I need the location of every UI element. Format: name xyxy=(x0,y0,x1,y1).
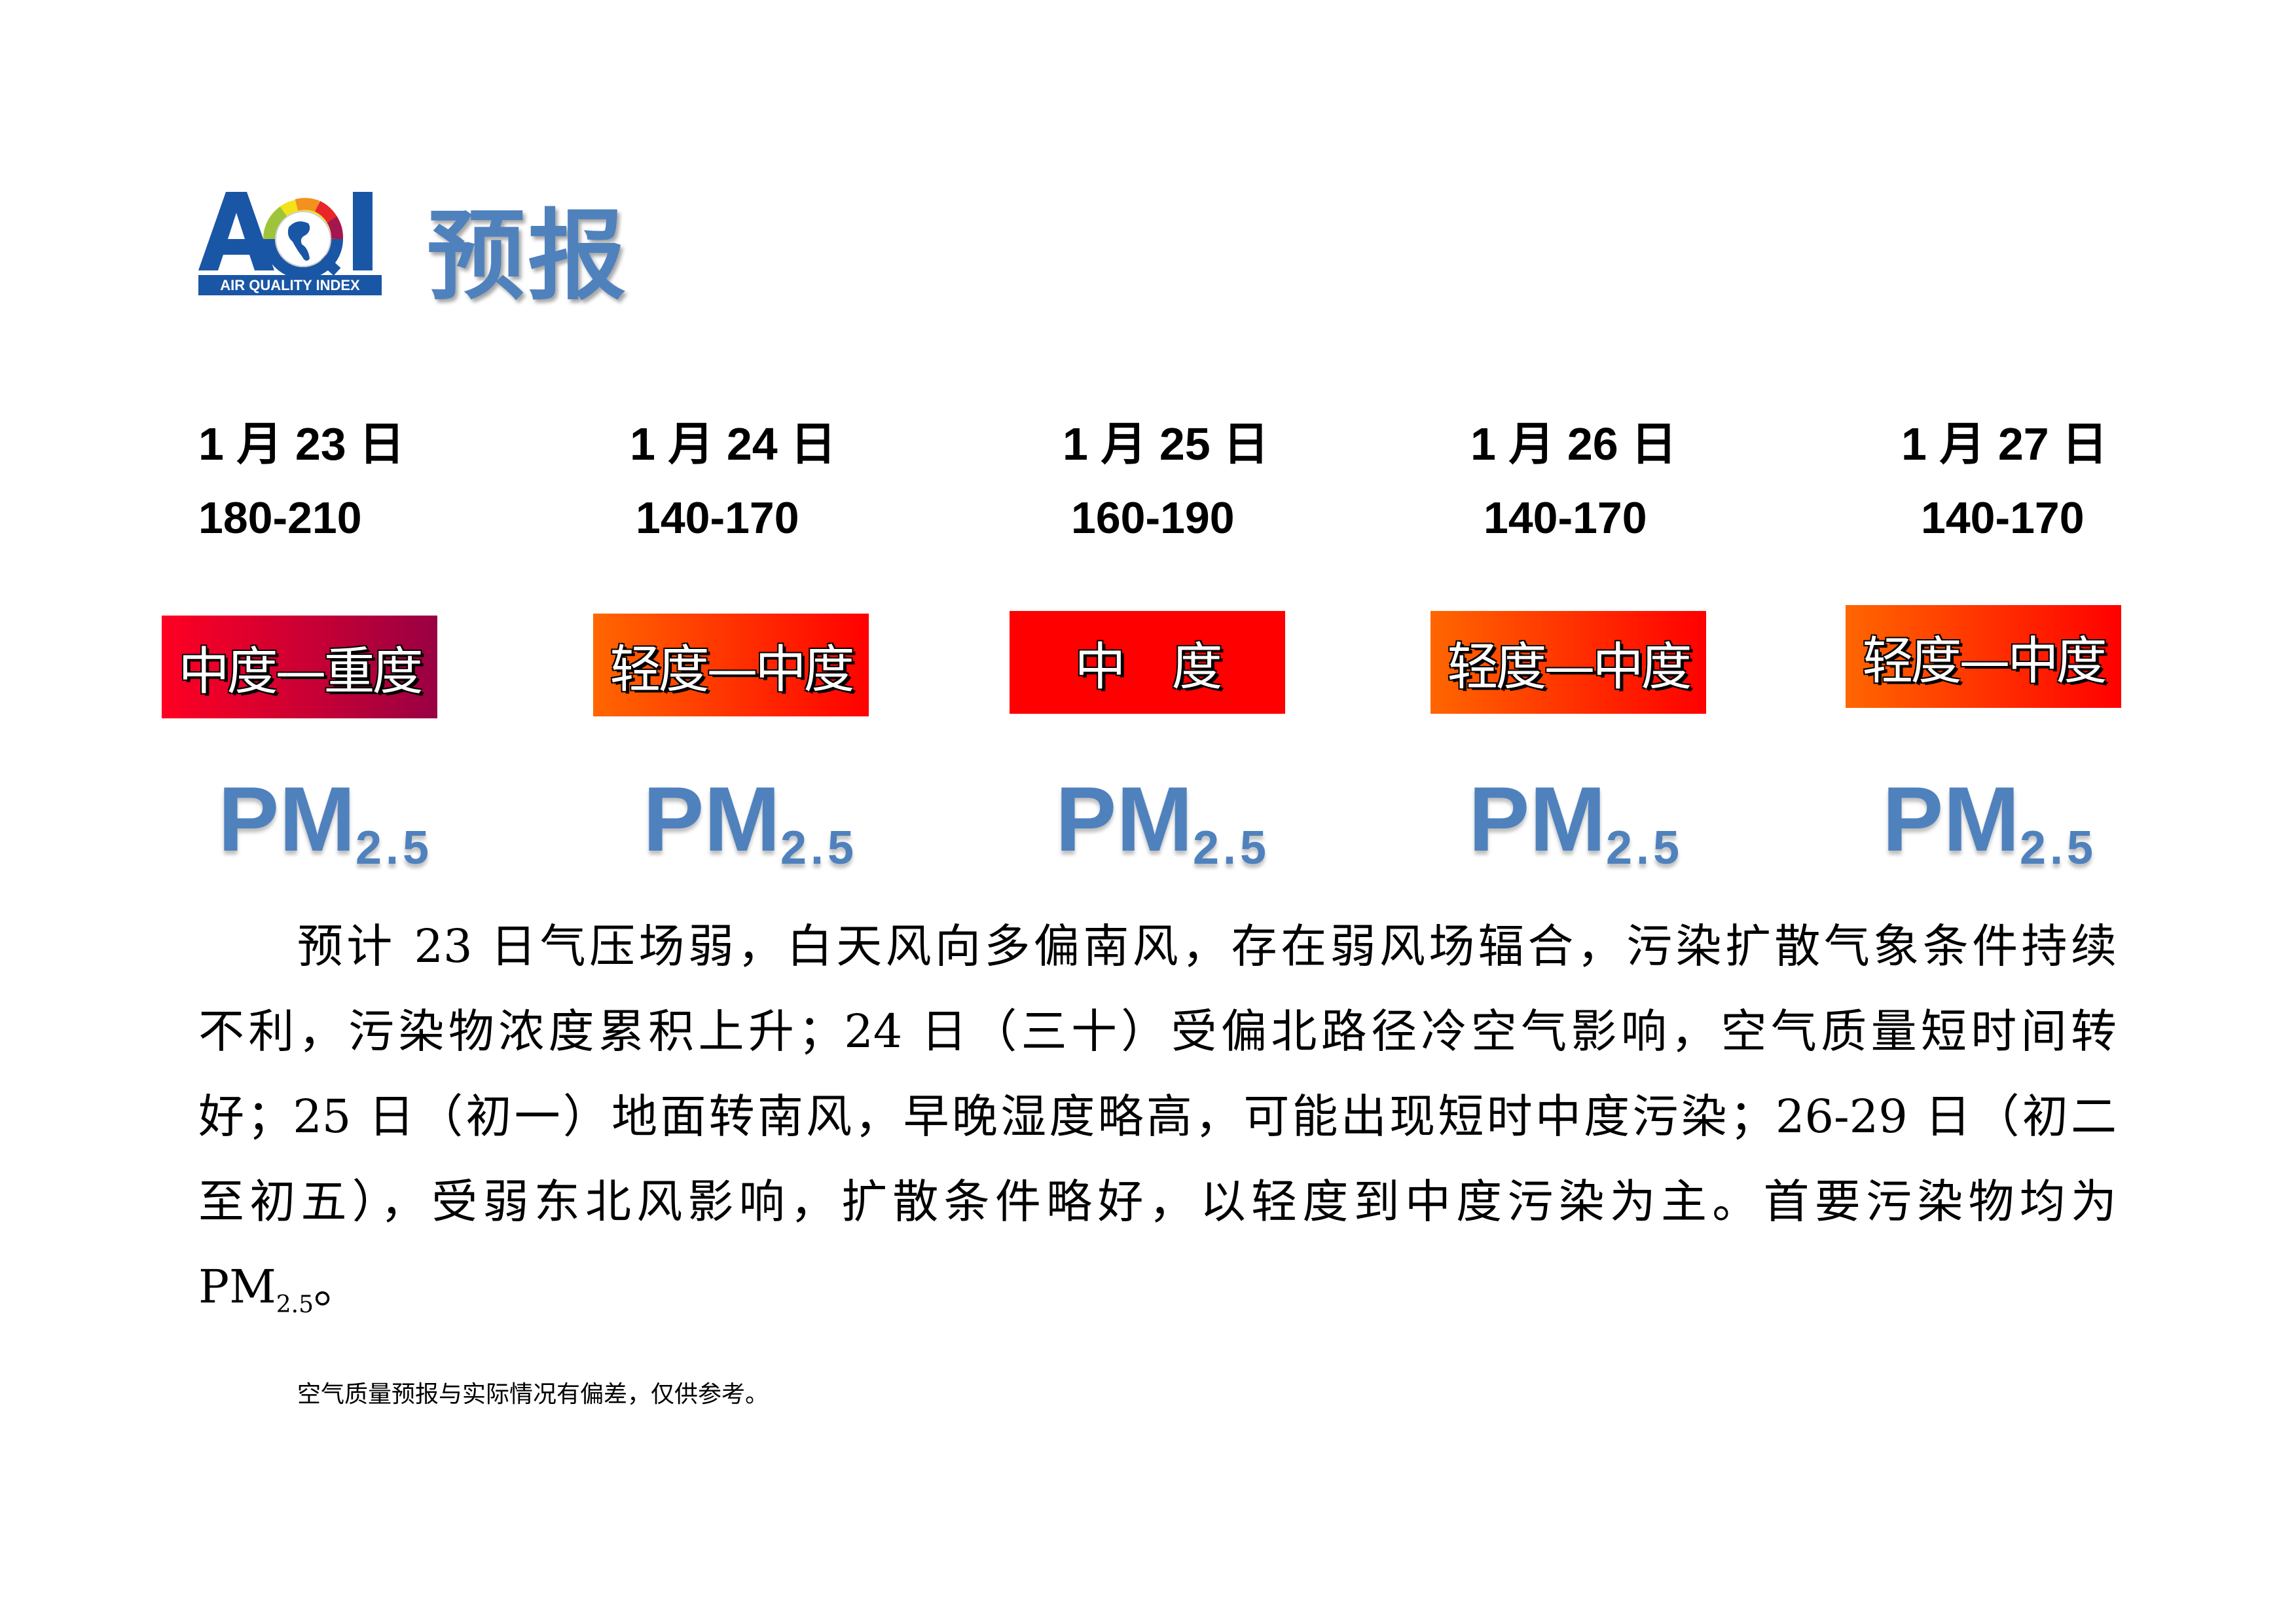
forecast-description: 预计 23 日气压场弱，白天风向多偏南风，存在弱风场辐合，污染扩散气象条件持续 … xyxy=(198,910,2117,1336)
aqi-range: 160-190 xyxy=(1071,493,1235,543)
primary-pollutant: PM2.5 xyxy=(1882,767,2098,874)
description-line: PM2.5。 xyxy=(198,1260,360,1318)
description-line: 预计 23 日气压场弱，白天风向多偏南风，存在弱风场辐合，污染扩散气象条件持续 xyxy=(198,919,2117,973)
primary-pollutant: PM2.5 xyxy=(1468,767,1684,874)
forecast-date: 1 月 25 日 xyxy=(1063,418,1269,470)
pollution-level-badge: 中度—重度 xyxy=(162,616,437,718)
forecast-date: 1 月 24 日 xyxy=(630,418,837,470)
pollution-level-badge: 中 度 xyxy=(1010,611,1285,714)
pollution-level-badge: 轻度—中度 xyxy=(1846,605,2121,708)
primary-pollutant: PM2.5 xyxy=(1055,767,1271,874)
pollution-level-badge: 轻度—中度 xyxy=(593,614,869,716)
disclaimer-note: 空气质量预报与实际情况有偏差，仅供参考。 xyxy=(297,1381,769,1408)
forecast-date: 1 月 27 日 xyxy=(1901,418,2108,470)
aqi-range: 140-170 xyxy=(636,493,799,543)
forecast-date: 1 月 26 日 xyxy=(1470,418,1677,470)
aqi-logo: AIR QUALITY INDEX xyxy=(198,192,382,295)
logo-subtitle: AIR QUALITY INDEX xyxy=(220,277,360,293)
description-line: 好；25 日（初一）地面转南风，早晚湿度略高，可能出现短时中度污染；26-29 … xyxy=(198,1090,2117,1143)
description-line: 不利，污染物浓度累积上升；24 日（三十）受偏北路径冷空气影响，空气质量短时间转 xyxy=(198,1005,2117,1058)
primary-pollutant: PM2.5 xyxy=(643,767,858,874)
primary-pollutant: PM2.5 xyxy=(218,767,433,874)
page-title: 预报 xyxy=(427,200,629,314)
logo-letter-a xyxy=(198,192,274,270)
aqi-range: 180-210 xyxy=(198,493,362,543)
forecast-date: 1 月 23 日 xyxy=(198,418,405,470)
pollution-level-badge: 轻度—中度 xyxy=(1430,611,1706,714)
aqi-range: 140-170 xyxy=(1484,493,1647,543)
description-line: 至初五），受弱东北风影响，扩散条件略好，以轻度到中度污染为主。首要污染物均为 xyxy=(198,1175,2117,1228)
globe-icon xyxy=(263,198,344,279)
aqi-range: 140-170 xyxy=(1921,493,2085,543)
